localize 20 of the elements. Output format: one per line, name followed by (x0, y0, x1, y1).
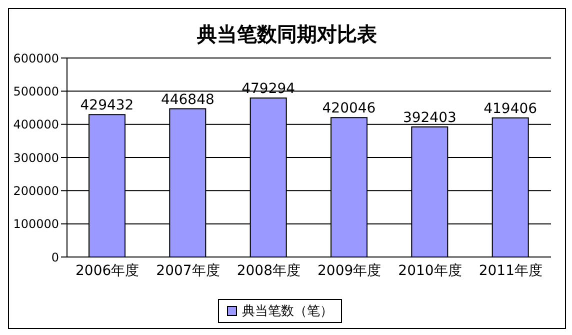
y-tick-label: 100000 (13, 217, 59, 232)
x-tick-label: 2010年度 (398, 262, 462, 279)
x-tick-label: 2011年度 (478, 262, 542, 279)
x-tick-label: 2006年度 (76, 262, 140, 279)
data-label: 420046 (322, 100, 376, 117)
x-tick-label: 2008年度 (236, 262, 300, 279)
chart-title: 典当笔数同期对比表 (196, 21, 378, 48)
legend-label: 典当笔数（笔） (241, 303, 333, 320)
data-label: 419406 (484, 100, 538, 117)
y-tick-label: 300000 (13, 150, 59, 165)
x-tick-label: 2009年度 (318, 262, 382, 279)
data-label: 429432 (80, 98, 134, 114)
y-tick-label: 400000 (13, 118, 59, 132)
data-label: 392403 (402, 110, 456, 126)
y-tick-label: 0 (51, 250, 59, 264)
x-tick-label: 2007年度 (156, 262, 220, 279)
y-tick-label: 500000 (13, 84, 59, 98)
y-tick-label: 200000 (13, 184, 59, 198)
data-label: 446848 (160, 92, 214, 108)
y-tick-label: 600000 (13, 51, 59, 66)
